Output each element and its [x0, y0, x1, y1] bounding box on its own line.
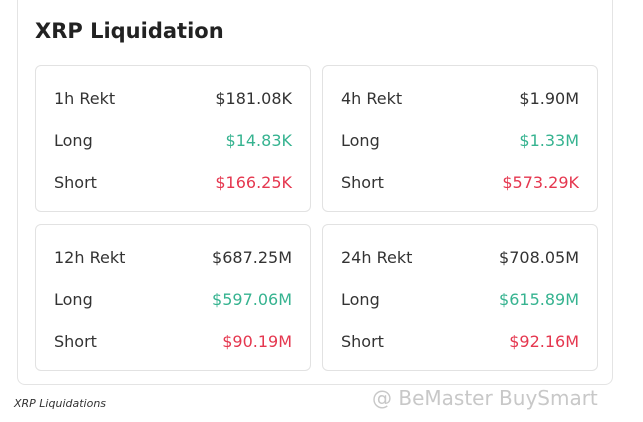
stat-row: Long $1.33M: [341, 129, 579, 151]
stat-label: Short: [54, 331, 97, 351]
stat-value: $708.05M: [499, 247, 579, 267]
stat-row: Long $597.06M: [54, 288, 292, 310]
panel: 12h Rekt $687.25M Long $597.06M Short $90.19M: [35, 224, 311, 371]
stat-label: Short: [341, 172, 384, 192]
watermark: @ BeMaster BuySmart: [372, 386, 598, 410]
stat-value: $597.06M: [212, 289, 292, 309]
stat-row: 24h Rekt $708.05M: [341, 246, 579, 268]
stat-label: Short: [54, 172, 97, 192]
stat-row: Short $166.25K: [54, 171, 292, 193]
stat-value: $92.16M: [509, 331, 579, 351]
card: [17, 0, 613, 385]
stat-row: Short $92.16M: [341, 330, 579, 352]
stat-value: $615.89M: [499, 289, 579, 309]
stat-row: Long $14.83K: [54, 129, 292, 151]
stat-row: 12h Rekt $687.25M: [54, 246, 292, 268]
stat-row: 4h Rekt $1.90M: [341, 87, 579, 109]
stat-label: 24h Rekt: [341, 247, 413, 267]
stat-value: $166.25K: [215, 172, 292, 192]
title: XRP Liquidation: [35, 19, 224, 43]
stat-row: Short $90.19M: [54, 330, 292, 352]
stat-label: Long: [341, 130, 380, 150]
panel: 24h Rekt $708.05M Long $615.89M Short $92.16M: [322, 224, 598, 371]
stat-label: Long: [341, 289, 380, 309]
caption: XRP Liquidations: [14, 397, 107, 410]
stat-label: Long: [54, 289, 93, 309]
stat-label: 4h Rekt: [341, 88, 403, 108]
stat-value: $181.08K: [215, 88, 292, 108]
panel: 4h Rekt $1.90M Long $1.33M Short $573.29K: [322, 65, 598, 212]
stat-value: $573.29K: [502, 172, 579, 192]
stat-value: $687.25M: [212, 247, 292, 267]
stat-value: $14.83K: [225, 130, 292, 150]
stat-label: Long: [54, 130, 93, 150]
stat-label: 12h Rekt: [54, 247, 126, 267]
stat-label: Short: [341, 331, 384, 351]
stat-row: 1h Rekt $181.08K: [54, 87, 292, 109]
stat-value: $90.19M: [222, 331, 292, 351]
stat-label: 1h Rekt: [54, 88, 116, 108]
stat-row: Short $573.29K: [341, 171, 579, 193]
stat-value: $1.90M: [519, 88, 579, 108]
stat-value: $1.33M: [519, 130, 579, 150]
panel: 1h Rekt $181.08K Long $14.83K Short $166.25K: [35, 65, 311, 212]
stat-row: Long $615.89M: [341, 288, 579, 310]
